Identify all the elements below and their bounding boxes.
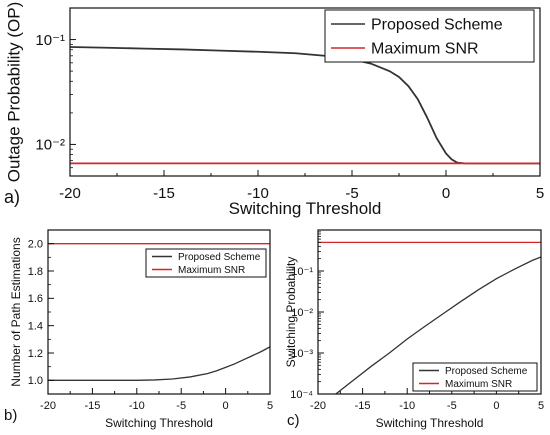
- panel-b-chart: -20 -15 -10 -5 0 5 1.0 1.2 1.4 1.6 1.8 2.0 Switching…: [4, 229, 273, 430]
- x-tick-label: -5: [176, 400, 186, 412]
- y-tick-label: 10⁻²: [35, 137, 65, 154]
- legend-entry-label: Maximum SNR: [445, 379, 512, 390]
- legend-box: [412, 362, 538, 392]
- series-line-proposed-scheme: [335, 256, 541, 394]
- y-axis-label: Switching Probability: [284, 257, 298, 368]
- legend-box: [145, 248, 267, 278]
- y-tick-label: 10⁻³: [291, 348, 313, 360]
- x-tick-label: -10: [399, 400, 415, 412]
- y-tick-label: 10⁻¹: [35, 32, 65, 49]
- x-axis-label: Switching Threshold: [105, 416, 213, 430]
- x-tick-label: -15: [84, 400, 100, 412]
- panel-letter: c): [287, 412, 300, 429]
- x-axis-label: Switching Threshold: [229, 199, 382, 218]
- panel-c-chart: -20 -15 -10 -5 0 5 10⁻⁴ 10⁻³ 10⁻² 10⁻¹ Switching T…: [284, 229, 544, 430]
- x-tick-label: -15: [355, 400, 371, 412]
- x-tick-label: 0: [493, 400, 499, 412]
- legend: Proposed Scheme Maximum SNR: [412, 362, 538, 392]
- y-axis-label: Outage Probability (OP): [5, 2, 24, 182]
- x-tick-label: 5: [536, 185, 544, 202]
- x-tick-label: 0: [442, 185, 450, 202]
- x-tick-label: -10: [247, 185, 269, 202]
- legend: Proposed Scheme Maximum SNR: [145, 248, 267, 278]
- y-tick-label: 1.2: [28, 348, 43, 360]
- legend-entry-label: Proposed Scheme: [445, 366, 528, 377]
- y-tick-label: 10⁻¹: [291, 266, 313, 278]
- x-tick-label: 5: [538, 400, 544, 412]
- x-tick-label: -15: [153, 185, 175, 202]
- panel-letter: a): [4, 187, 20, 207]
- y-tick-label: 10⁻²: [291, 307, 313, 319]
- y-axis-label: Number of Path Estimations: [9, 237, 23, 386]
- x-tick-label: 0: [223, 400, 229, 412]
- x-tick-label: -20: [59, 185, 81, 202]
- legend-entry-label: Maximum SNR: [371, 41, 479, 58]
- legend: Proposed Scheme Maximum SNR: [324, 9, 535, 63]
- x-tick-label: -5: [345, 185, 358, 202]
- panel-a-chart: -20 -15 -10 -5 0 5 10⁻² 10⁻¹ Switching Threshold…: [4, 2, 544, 218]
- y-tick-label: 1.4: [28, 321, 43, 333]
- legend-entry-label: Proposed Scheme: [178, 252, 261, 263]
- x-tick-label: -20: [310, 400, 326, 412]
- x-tick-label: 5: [267, 400, 273, 412]
- y-tick-label: 10⁻⁴: [290, 389, 313, 401]
- x-tick-label: -10: [129, 400, 145, 412]
- x-tick-label: -20: [40, 400, 56, 412]
- series-line-proposed-scheme: [48, 346, 270, 381]
- x-tick-label: -5: [447, 400, 457, 412]
- y-tick-label: 1.6: [28, 293, 43, 305]
- y-tick-label: 1.8: [28, 266, 43, 278]
- legend-box: [324, 9, 535, 63]
- legend-entry-label: Proposed Scheme: [371, 17, 503, 34]
- x-axis-label: Switching Threshold: [376, 416, 484, 430]
- legend-entry-label: Maximum SNR: [178, 265, 245, 276]
- y-tick-label: 2.0: [28, 239, 43, 251]
- panel-letter: b): [4, 407, 17, 424]
- series-line-proposed-scheme: [70, 46, 540, 165]
- y-tick-label: 1.0: [28, 375, 43, 387]
